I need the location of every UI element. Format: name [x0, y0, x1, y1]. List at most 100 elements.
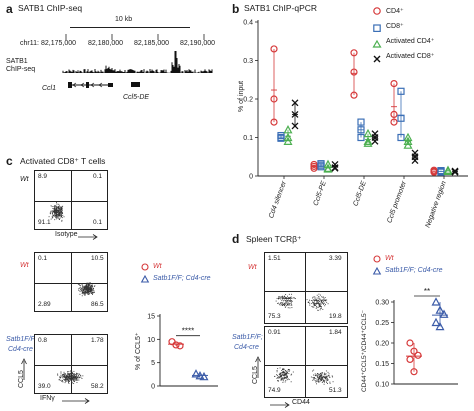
data-point [291, 122, 299, 130]
flow-event [290, 374, 292, 376]
flow-event [325, 375, 327, 377]
flow-event [312, 306, 314, 308]
flow-event [57, 217, 59, 219]
flow-dots [77, 282, 96, 297]
flow-event [287, 304, 289, 306]
flow-event [62, 381, 64, 383]
flow-event [56, 210, 58, 212]
flow-event [90, 285, 92, 287]
flow-event [291, 293, 293, 295]
data-point [363, 138, 373, 147]
flow-event [67, 373, 69, 375]
flow-event [58, 213, 60, 215]
flow-event [317, 302, 318, 304]
flow-event [320, 377, 322, 379]
flow-event [277, 376, 279, 378]
flow-plot-wt: 0.1 10.5 2.89 86.5 [34, 252, 108, 312]
flow-event [282, 371, 284, 373]
flow-event [285, 377, 287, 378]
flow-event [57, 373, 59, 375]
flow-event [94, 285, 96, 287]
flow-event [318, 375, 320, 377]
flow-event [62, 374, 64, 376]
flow-event [314, 380, 316, 381]
data-point [270, 95, 278, 103]
flow-event [53, 208, 55, 209]
flow-event [67, 378, 69, 380]
flow-event [59, 213, 61, 215]
flow-event [320, 374, 322, 376]
flow-event [57, 214, 59, 216]
flow-event [80, 374, 82, 376]
flow-event [85, 293, 87, 294]
flow-event [65, 379, 66, 381]
flow-event [283, 372, 285, 374]
coord-2: 82,180,000 [88, 40, 124, 47]
panel-b-title: SATB1 ChIP-qPCR [244, 3, 318, 13]
flow-event [74, 380, 76, 382]
flow-event [277, 377, 278, 379]
flow-event [315, 305, 317, 306]
flow-event [281, 369, 283, 371]
flow-event [60, 376, 61, 378]
flow-event [72, 375, 74, 377]
flow-event [332, 381, 334, 383]
flow-event [283, 374, 285, 376]
row-label-satb1: Satb1F/F; [6, 336, 37, 343]
flow-event [306, 299, 308, 301]
legend-c-ko: Satb1F/F; Cd4-cre [153, 275, 211, 282]
flow-event [280, 296, 282, 298]
flow-event [88, 287, 90, 289]
flow-event [318, 373, 320, 375]
y-tick-label: 0.4 [243, 20, 253, 27]
flow-event [71, 382, 72, 383]
flow-event [56, 214, 58, 216]
flow-event [286, 372, 288, 374]
flow-event [283, 368, 285, 370]
data-point [350, 49, 358, 57]
data-point [406, 339, 414, 347]
data-point [283, 132, 293, 142]
flow-event [67, 379, 69, 381]
flow-event [59, 215, 61, 217]
flow-event [73, 373, 74, 375]
data-point [397, 114, 405, 122]
flow-event [57, 213, 58, 215]
flow-event [324, 380, 326, 382]
flow-event [56, 215, 58, 217]
flow-event [82, 289, 84, 291]
flow-event [59, 208, 61, 210]
flow-event [63, 373, 64, 375]
flow-event [322, 372, 324, 374]
flow-event [88, 284, 90, 286]
flow-event [90, 289, 92, 291]
flow-event [291, 300, 293, 302]
flow-event [320, 307, 322, 309]
flow-event [316, 300, 318, 302]
flow-event [327, 383, 328, 385]
flow-event [318, 377, 320, 379]
flow-event [276, 297, 278, 299]
flow-event [67, 374, 69, 375]
flow-event [328, 373, 330, 375]
flow-event [327, 376, 329, 378]
flow-event [285, 372, 286, 374]
flow-event [59, 211, 61, 213]
flow-event [76, 379, 78, 381]
flow-event [62, 376, 64, 378]
data-point [406, 355, 414, 363]
flow-event [325, 373, 327, 375]
flow-event [329, 376, 331, 378]
flow-event [56, 206, 58, 208]
flow-event [314, 300, 315, 302]
flow-event [87, 283, 89, 285]
flow-plot-ko: 0.8 1.78 39.0 58.2 [34, 334, 108, 394]
flow-event [274, 375, 276, 377]
flow-event [321, 300, 323, 302]
flow-event [314, 296, 316, 298]
flow-event [64, 375, 66, 376]
flow-event [279, 372, 281, 374]
flow-event [323, 383, 325, 385]
flow-event [331, 375, 333, 377]
flow-event [315, 375, 317, 377]
